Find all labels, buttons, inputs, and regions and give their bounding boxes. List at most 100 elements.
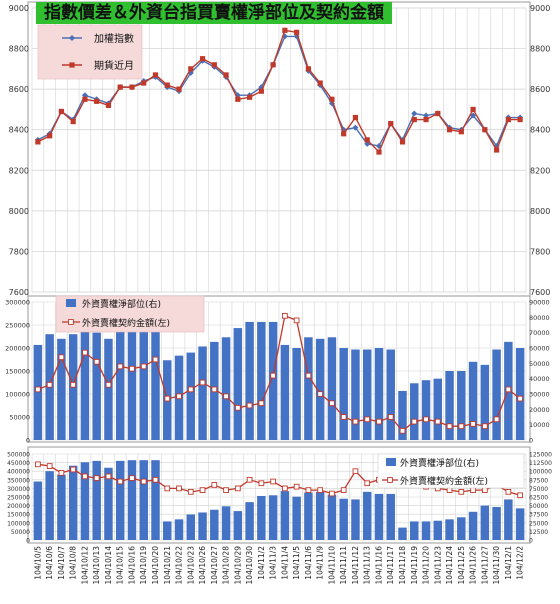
panel-1-ytick-right: 8800: [530, 45, 550, 54]
bar-put-net-position: [492, 506, 501, 540]
panel-3-ytick-right: 112500: [529, 460, 552, 467]
bar-put-net-position: [515, 348, 525, 440]
bar-put-net-position: [457, 371, 466, 440]
panel-3-ytick-left: 250000: [7, 495, 30, 502]
bar-put-net-position: [233, 511, 243, 540]
bar-put-net-position: [339, 348, 348, 440]
bar-put-net-position: [45, 471, 54, 540]
data-point-put-amount: [234, 485, 241, 492]
x-tick-label: 104/11/10: [327, 546, 336, 585]
data-point-put-amount: [411, 418, 418, 425]
x-tick-label: 104/11/19: [410, 546, 419, 585]
data-point-futures: [341, 131, 347, 137]
data-point-put-amount: [152, 476, 159, 483]
bar-put-net-position: [362, 491, 372, 540]
x-tick-label: 104/10/21: [163, 546, 172, 585]
panel-3-ytick-right: 0: [529, 538, 533, 545]
bar-put-net-position: [68, 465, 78, 540]
x-tick-label: 104/11/25: [457, 546, 466, 585]
bar-put-net-position: [315, 491, 325, 540]
x-tick-label: 104/10/29: [233, 546, 242, 585]
panel-1-ytick-left: 8200: [9, 166, 29, 175]
bar-put-net-position: [198, 346, 207, 440]
bar-put-net-position: [210, 509, 219, 540]
data-point-put-amount: [387, 414, 394, 420]
bar-put-net-position: [104, 467, 113, 540]
x-tick-label: 104/11/3: [269, 546, 278, 580]
bar-put-net-position: [492, 349, 501, 440]
data-point-put-amount: [129, 365, 135, 372]
data-point-put-amount: [458, 423, 465, 430]
bar-put-net-position: [186, 514, 196, 540]
bar-put-net-position: [127, 331, 137, 440]
data-point-put-amount: [446, 423, 453, 430]
panel-1-ytick-right: 8200: [530, 166, 550, 175]
bar-put-net-position: [245, 502, 254, 540]
panel-1-ytick-right: 9000: [530, 4, 550, 13]
legend-label-put-amount-3: 外資賣權契約金額(左): [400, 475, 488, 487]
data-point-put-amount: [282, 485, 288, 492]
bar-put-net-position: [115, 460, 125, 540]
panel-1-ytick-right: 7800: [530, 247, 550, 256]
panel-1-ytick-right: 8600: [530, 85, 550, 94]
bar-put-net-position: [468, 511, 478, 540]
data-point-futures: [282, 27, 288, 33]
panel-1-ytick-left: 9000: [9, 4, 29, 13]
x-tick-label: 104/11/6: [304, 546, 313, 580]
bar-put-net-position: [374, 493, 384, 540]
data-point-put-amount: [187, 488, 194, 495]
panel-1-ytick-right: 7600: [530, 288, 550, 297]
data-point-put-amount: [317, 487, 324, 493]
data-point-futures: [35, 139, 41, 145]
data-point-futures: [94, 98, 100, 104]
bar-put-net-position: [457, 517, 466, 540]
x-tick-label: 104/10/13: [92, 546, 101, 585]
data-point-put-amount: [140, 478, 147, 485]
bar-put-net-position: [386, 493, 395, 540]
x-tick-label: 104/10/20: [151, 546, 160, 585]
data-point-put-amount: [199, 379, 206, 386]
data-point-put-amount: [270, 478, 276, 485]
data-point-futures: [329, 96, 335, 102]
data-point-put-amount: [517, 492, 523, 499]
data-point-put-amount: [129, 475, 135, 481]
data-point-index: [352, 124, 359, 131]
data-point-futures: [82, 96, 88, 102]
legend-label-put-net-3: 外資賣權淨部位(右): [400, 457, 479, 469]
x-tick-label: 104/11/23: [433, 546, 442, 585]
data-point-put-amount: [105, 381, 112, 388]
bar-put-net-position: [92, 460, 101, 540]
data-point-put-amount: [117, 363, 124, 370]
data-point-put-amount: [46, 463, 53, 469]
bar-put-net-position: [186, 352, 196, 440]
bar-put-net-position: [221, 506, 231, 540]
panel-2-ytick-right: 50000: [529, 360, 550, 368]
bar-put-net-position: [398, 390, 407, 440]
data-point-futures: [376, 149, 382, 155]
bar-put-net-position: [445, 371, 454, 440]
data-point-futures: [152, 72, 159, 78]
panel-1-ytick-left: 7600: [9, 288, 29, 297]
bar-put-net-position: [151, 460, 160, 540]
x-tick-label: 104/11/17: [386, 546, 395, 585]
data-point-put-amount: [46, 381, 53, 388]
panel-3-ytick-left: 500000: [7, 452, 30, 459]
data-point-futures: [117, 84, 123, 90]
bar-put-net-position: [174, 519, 184, 540]
x-tick-label: 104/10/15: [116, 546, 125, 585]
data-point-put-amount: [152, 356, 159, 363]
panel-3-ytick-left: 300000: [7, 486, 30, 493]
data-point-futures: [141, 80, 147, 86]
bar-put-net-position: [468, 361, 478, 440]
bar-put-net-position: [57, 474, 66, 540]
panel-3-ytick-right: 87500: [529, 477, 548, 484]
bar-put-net-position: [515, 508, 525, 540]
bar-put-net-position: [257, 495, 266, 540]
data-point-put-amount: [305, 372, 312, 379]
data-point-put-amount: [93, 475, 100, 481]
bar-put-net-position: [374, 348, 384, 440]
data-point-futures: [399, 139, 406, 145]
data-point-futures: [129, 84, 135, 90]
data-point-put-amount: [93, 358, 100, 365]
data-point-put-amount: [317, 391, 324, 397]
